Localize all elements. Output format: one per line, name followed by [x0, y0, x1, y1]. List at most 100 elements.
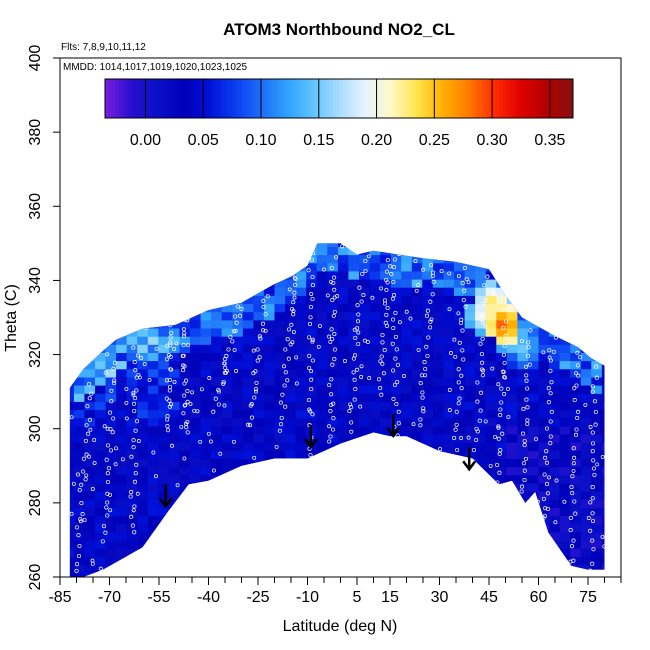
- sample-dot: [332, 295, 337, 300]
- heatmap-cell: [527, 311, 540, 321]
- heatmap-cell: [411, 507, 423, 517]
- sample-dot: [331, 280, 336, 286]
- heatmap-cell: [432, 531, 445, 541]
- heatmap-cell: [116, 295, 128, 305]
- heatmap-cell: [517, 491, 529, 500]
- x-tick-label: -10: [296, 589, 319, 606]
- heatmap-cell: [443, 523, 455, 533]
- heatmap-cell: [84, 433, 96, 443]
- sample-dot: [551, 349, 556, 354]
- heatmap-cell: [95, 385, 107, 394]
- heatmap-cell: [570, 327, 582, 337]
- heatmap-cell: [591, 243, 603, 247]
- heatmap-cell: [475, 564, 487, 574]
- sample-dot: [105, 500, 110, 505]
- heatmap-cell: [538, 450, 550, 459]
- heatmap-cell: [570, 319, 582, 329]
- heatmap-cell: [190, 409, 202, 419]
- sample-dot: [261, 328, 266, 333]
- heatmap-cell: [158, 482, 170, 492]
- sample-dot: [128, 494, 133, 499]
- heatmap-cell: [200, 539, 212, 549]
- heatmap-cell: [285, 523, 297, 533]
- y-tick-label: 320: [27, 341, 44, 368]
- heatmap-cell: [211, 474, 223, 484]
- heatmap-cell: [168, 344, 181, 353]
- sample-dot: [84, 473, 89, 478]
- heatmap-cell: [527, 319, 540, 329]
- heatmap-cell: [422, 319, 434, 329]
- colorbar-swatch: [339, 79, 343, 118]
- heatmap-cell: [126, 417, 138, 427]
- sample-dot: [233, 501, 238, 506]
- heatmap-cell: [612, 450, 623, 459]
- heatmap-cell: [211, 425, 223, 435]
- heatmap-cell: [485, 270, 497, 280]
- heatmap-cell: [401, 564, 413, 574]
- heatmap-cell: [517, 270, 529, 280]
- heatmap-cell: [454, 556, 466, 565]
- heatmap-cell: [126, 515, 138, 525]
- heatmap-cell: [348, 564, 360, 574]
- heatmap-cell: [274, 368, 286, 378]
- heatmap-cell: [591, 442, 603, 451]
- colorbar-swatch: [145, 79, 149, 118]
- sample-dot: [310, 337, 315, 342]
- sample-dot: [252, 395, 257, 400]
- heatmap-cell: [211, 499, 223, 508]
- heatmap-cell: [221, 466, 233, 476]
- heatmap-cell: [422, 262, 434, 272]
- heatmap-cell: [559, 409, 571, 419]
- heatmap-cell: [253, 360, 265, 370]
- heatmap-cell: [316, 385, 328, 394]
- heatmap-cell: [168, 246, 181, 256]
- heatmap-cell: [464, 564, 476, 574]
- sample-dot: [590, 328, 595, 332]
- y-tick-label: 300: [27, 415, 44, 442]
- heatmap-cell: [105, 393, 117, 402]
- heatmap-cell: [559, 254, 571, 264]
- heatmap-cell: [475, 246, 487, 256]
- sample-dot: [163, 263, 168, 268]
- sample-dot: [359, 364, 364, 369]
- heatmap-cell: [517, 311, 529, 321]
- sample-dot: [418, 417, 423, 422]
- heatmap-cell: [559, 482, 571, 492]
- heatmap-cell: [380, 352, 392, 362]
- heatmap-cell: [454, 360, 466, 370]
- heatmap-cell: [422, 515, 434, 525]
- sample-dot: [170, 443, 174, 448]
- heatmap-cell: [168, 482, 181, 492]
- heatmap-cell: [580, 450, 592, 459]
- heatmap-cell: [263, 409, 276, 419]
- heatmap-cell: [179, 482, 191, 492]
- heatmap-cell: [454, 287, 466, 296]
- heatmap-cell: [116, 262, 128, 272]
- sample-dot: [498, 413, 503, 418]
- heatmap-cell: [549, 376, 561, 386]
- heatmap-cell: [485, 507, 497, 517]
- heatmap-cell: [69, 287, 75, 296]
- heatmap-cell: [73, 417, 86, 427]
- heatmap-cell: [190, 230, 201, 239]
- heatmap-cell: [432, 564, 445, 574]
- heatmap-cell: [179, 376, 191, 386]
- heatmap-cell: [485, 287, 497, 296]
- heatmap-cell: [527, 523, 540, 533]
- heatmap-cell: [285, 474, 297, 484]
- heatmap-cell: [411, 556, 423, 565]
- sample-dot: [356, 509, 361, 514]
- heatmap-cell: [422, 352, 434, 362]
- heatmap-cell: [211, 344, 223, 353]
- sample-dot: [131, 508, 136, 513]
- colorbar-swatch: [222, 79, 226, 118]
- sample-dot: [233, 512, 238, 517]
- heatmap-cell: [337, 246, 350, 256]
- heatmap-cell: [538, 466, 550, 476]
- heatmap-cell: [221, 556, 233, 565]
- heatmap-cell: [232, 336, 244, 345]
- sample-dot: [355, 303, 360, 308]
- heatmap-cell: [179, 425, 191, 435]
- sample-dot: [400, 502, 405, 507]
- heatmap-cell: [464, 270, 476, 280]
